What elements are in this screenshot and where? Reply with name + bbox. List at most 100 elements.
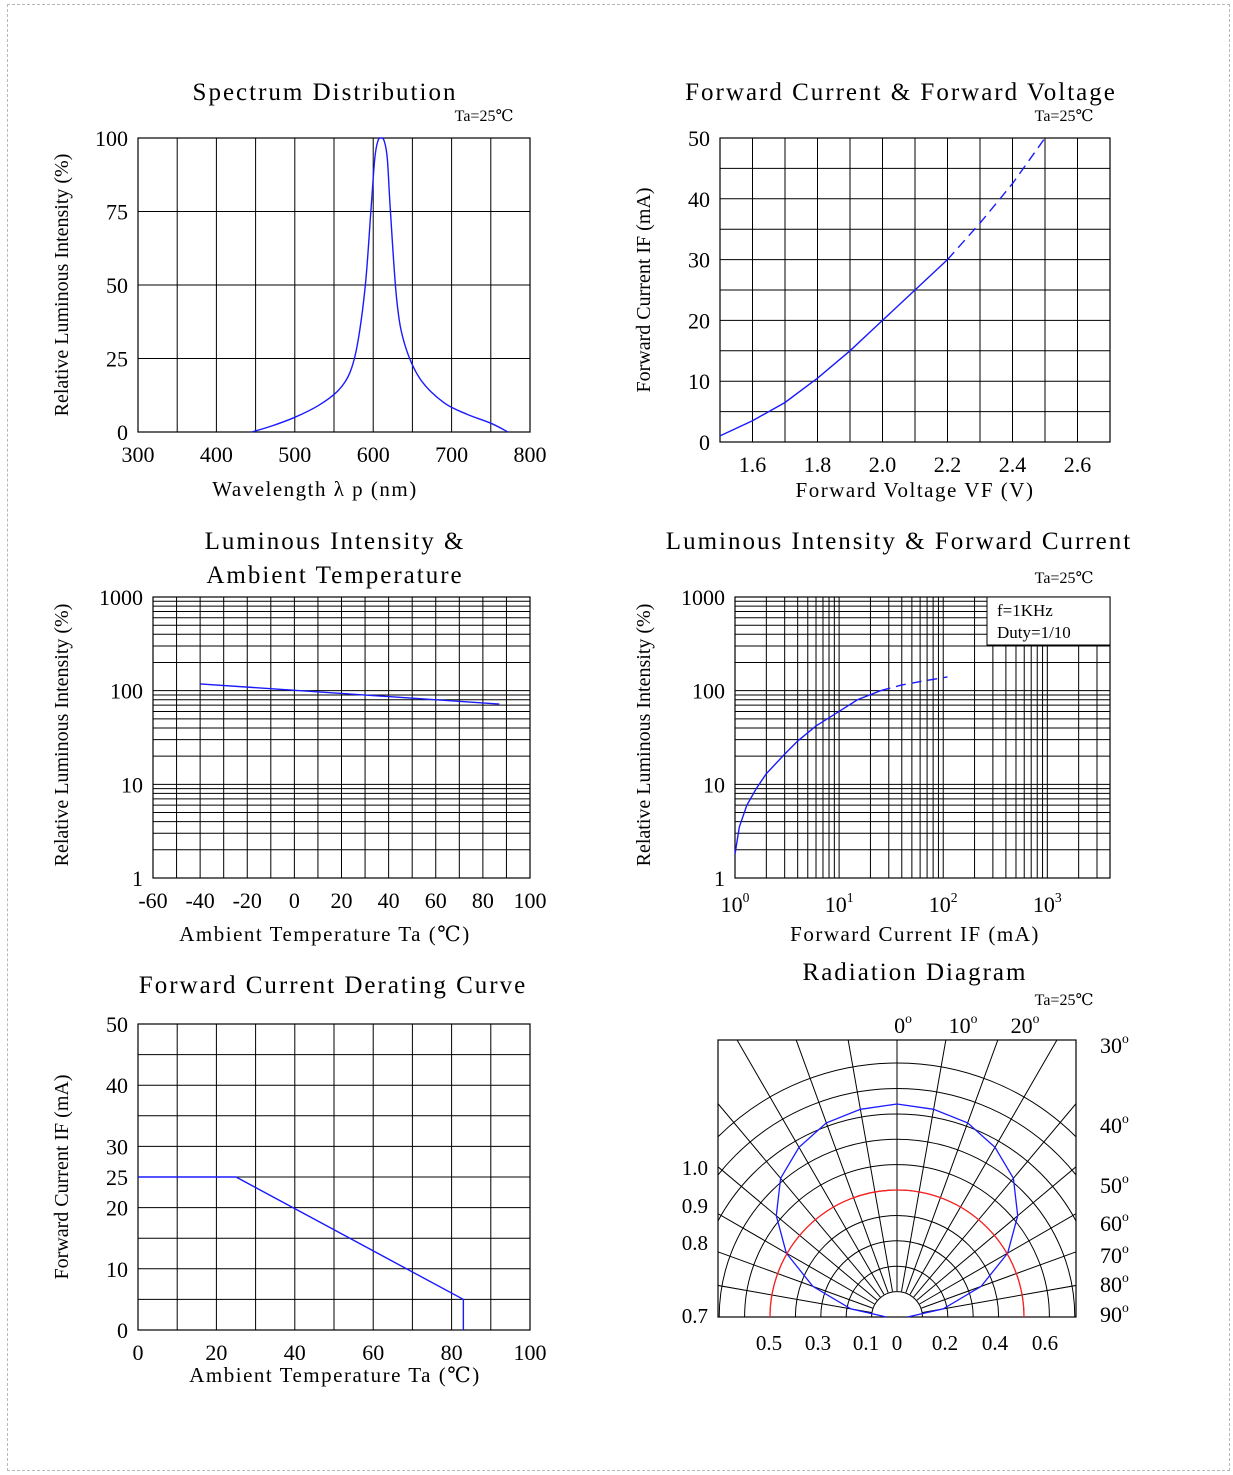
intensity-label: 0.9 [682,1194,708,1218]
radiation-spoke [902,726,1002,1291]
y-tick-label: 50 [106,273,128,298]
x-tick-label: -20 [233,888,262,913]
chart-title: Luminous Intensity & Forward Current [666,528,1132,555]
y-tick-label: 100 [95,126,128,151]
radiation-spoke [906,753,1102,1292]
angle-label: 90o [1100,1300,1129,1327]
x-tick-label: 40 [378,888,400,913]
radiation-spoke [333,1112,872,1308]
x-tick-label: 80 [472,888,494,913]
x-tick-label: 20 [205,1340,227,1365]
x-axis-label: Forward Voltage VF (V) [796,478,1035,502]
y-tick-label: 0 [699,430,710,455]
angle-label: 20o [1011,1011,1040,1038]
y-tick-label: 50 [688,126,710,151]
intensity-label: 0.3 [805,1331,831,1355]
y-axis-label: Relative Luminous Intensity (%) [51,154,73,417]
x-tick-label: 100 [514,888,547,913]
y-tick-label: 30 [688,248,710,273]
y-tick-label: 0 [117,1318,128,1343]
y-tick-label: 75 [106,200,128,225]
y-tick-label: 25 [106,347,128,372]
chart-title: Ambient Temperature [206,562,463,589]
condition-box-text: Duty=1/10 [997,623,1071,642]
chart-title: Forward Current Derating Curve [139,972,527,999]
angle-label: 30o [1100,1031,1129,1058]
y-tick-label: 20 [106,1196,128,1221]
intensity-label: 0 [892,1331,903,1355]
x-tick-label: 60 [425,888,447,913]
x-tick-label: 100 [514,1340,547,1365]
grid [153,597,530,878]
x-tick-label: 102 [929,890,958,917]
x-tick-label: 700 [435,442,468,467]
x-axis-label: Forward Current IF (mA) [790,922,1040,946]
y-tick-label: 10 [703,772,725,797]
x-tick-label: 2.0 [869,452,897,477]
condition-note: Ta=25℃ [1035,570,1094,587]
radiation-spoke [917,931,1233,1300]
intensity-label: 0.1 [853,1331,879,1355]
angle-label: 0o [894,1011,912,1038]
x-tick-label: 103 [1033,890,1062,917]
chart-temp-intensity: 1 10 100 1000 -60 -40 -20 0 20 40 60 80 100 Luminous … [51,528,547,946]
y-tick-label: 10 [106,1257,128,1282]
y-tick-label: 20 [688,308,710,333]
angle-label: 10o [949,1011,978,1038]
x-tick-label: 2.2 [934,452,962,477]
angle-label: 60o [1100,1209,1129,1236]
radiation-spoke [921,1112,1233,1308]
x-tick-label: 100 [721,890,750,917]
radiation-spoke [910,797,1197,1294]
condition-note: Ta=25℃ [1035,992,1094,1009]
intensity-label: 0.7 [682,1304,708,1328]
chart-title: Radiation Diagram [803,959,1028,986]
y-axis-label: Relative Luminous Intensity (%) [633,604,655,867]
radiation-spoke [597,797,884,1294]
chart-title: Spectrum Distribution [193,79,458,106]
chart-spectrum: 0255075100300 400 500 600 700 800Spectrum Dis… [51,79,547,501]
radiation-grid [297,717,1233,1317]
y-tick-label: 40 [106,1073,128,1098]
chart-iv: 010203040501.6 1.8 2.0 2.2 2.4 2.6Forward Cur… [633,79,1117,502]
x-tick-label: 500 [278,442,311,467]
intensity-label: 1.0 [682,1156,708,1180]
y-tick-label: 1 [714,866,725,891]
x-axis-label: Ambient Temperature Ta (℃) [189,1363,480,1387]
y-tick-label: 40 [688,187,710,212]
grid [138,138,530,432]
x-tick-label: -60 [138,888,167,913]
x-tick-label: 300 [122,442,155,467]
x-tick-label: 600 [357,442,390,467]
radiation-spoke [692,753,888,1292]
series-line-0 [138,1177,463,1330]
x-tick-label: 60 [362,1340,384,1365]
y-axis-label: Forward Current IF (mA) [51,1075,73,1280]
intensity-label: 0.8 [682,1231,708,1255]
x-tick-label: 80 [441,1340,463,1365]
angle-label: 40o [1100,1111,1129,1138]
x-tick-label: -40 [185,888,214,913]
chart-title: Luminous Intensity & [205,528,466,555]
x-tick-label: 101 [825,890,854,917]
x-tick-label: 0 [133,1340,144,1365]
x-tick-label: 1.8 [804,452,832,477]
y-tick-label: 10 [121,772,143,797]
chart-derating: 01020253040500 20 40 60 80 100Forward Current… [51,972,547,1387]
x-tick-label: 40 [284,1340,306,1365]
y-axis-label: Forward Current IF (mA) [633,188,655,393]
x-tick-label: 20 [331,888,353,913]
y-tick-label: 50 [106,1012,128,1037]
y-tick-label: 10 [688,369,710,394]
chart-title: Forward Current & Forward Voltage [685,79,1117,106]
series-line-0 [720,260,948,436]
intensity-label: 0.6 [1032,1331,1058,1355]
series-line-1 [881,677,948,691]
radiation-spoke [306,1213,871,1313]
radiation-spoke [923,1213,1233,1313]
condition-note: Ta=25℃ [455,108,514,125]
angle-label: 80o [1100,1270,1129,1297]
x-tick-label: 2.6 [1064,452,1092,477]
angle-label: 50o [1100,1171,1129,1198]
